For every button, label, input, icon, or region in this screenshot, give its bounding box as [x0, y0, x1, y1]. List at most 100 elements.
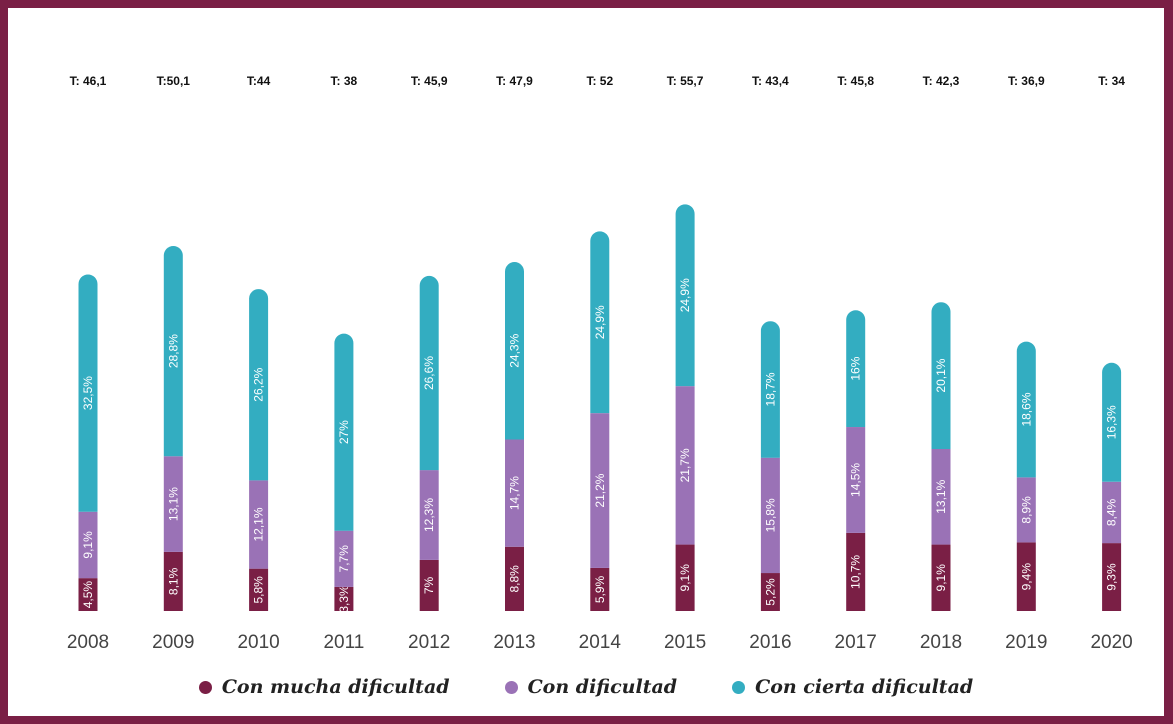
bar-value-label: 8,8% [508, 565, 522, 593]
x-tick-label: 2017 [835, 632, 877, 653]
bar-value-label: 13,1% [166, 487, 180, 521]
x-tick-label: 2008 [67, 632, 109, 653]
bar-value-label: 7,7% [337, 545, 351, 573]
x-tick-label: 2009 [152, 632, 194, 653]
bar-value-label: 16,3% [1105, 405, 1119, 439]
bar-value-label: 9,1% [678, 564, 692, 592]
bar-segment [78, 511, 98, 579]
bar-segment [590, 567, 610, 611]
legend-item-mucha: Con mucha dificultad [198, 676, 450, 698]
total-label: T:44 [247, 74, 271, 88]
bar-value-label: 20,1% [934, 358, 948, 392]
bar-segment [675, 544, 695, 611]
bar-segment [334, 586, 354, 611]
bar-segment [1016, 341, 1036, 478]
bar-segment [419, 470, 439, 560]
bar-segment [931, 448, 951, 545]
chart-frame: 4,5% 9,1% 32,5% T: 46,1 2008 8,1% 13,1% 28,8% T:… [8, 8, 1164, 716]
total-label: T: 45,9 [411, 74, 448, 88]
bar-value-label: 18,7% [763, 372, 777, 406]
total-label: T: 38 [331, 74, 358, 88]
bar-value-label: 8,1% [166, 567, 180, 595]
bar-value-label: 5,9% [593, 575, 607, 603]
total-label: T: 52 [586, 74, 613, 88]
bar-segment [163, 551, 183, 611]
bar-segment [846, 532, 866, 611]
x-tick-label: 2010 [237, 632, 279, 653]
bar-segment [163, 456, 183, 552]
bar-segment [419, 559, 439, 611]
bar-value-label: 21,2% [593, 473, 607, 507]
bar-value-label: 16% [849, 356, 863, 380]
bar-segment [1102, 362, 1122, 482]
total-label: T: 55,7 [667, 74, 704, 88]
bar-value-label: 18,6% [1019, 392, 1033, 426]
total-label: T: 47,9 [496, 74, 533, 88]
total-label: T: 43,4 [752, 74, 789, 88]
bar-value-label: 32,5% [81, 376, 95, 410]
bar-value-label: 9,1% [934, 564, 948, 592]
legend-swatch-dificultad [504, 680, 518, 694]
bar-value-label: 21,7% [678, 448, 692, 482]
legend-item-dificultad: Con dificultad [504, 676, 677, 698]
bar-value-label: 7% [422, 576, 436, 594]
bar-value-label: 3,3% [337, 585, 351, 613]
bar-segment [505, 262, 524, 440]
legend-label-cierta: Con cierta dificultad [755, 676, 974, 698]
total-label: T: 42,3 [923, 74, 960, 88]
x-tick-label: 2020 [1090, 632, 1132, 653]
x-tick-label: 2011 [323, 632, 364, 653]
total-label: T: 46,1 [70, 74, 107, 88]
bar-segment [590, 231, 610, 414]
legend-swatch-mucha [198, 680, 212, 694]
bar-segment [846, 310, 866, 428]
bar-value-label: 10,7% [849, 555, 863, 589]
bar-value-label: 26,2% [252, 367, 266, 401]
bar-segment [419, 275, 439, 471]
x-tick-label: 2012 [408, 632, 450, 653]
x-tick-label: 2015 [664, 632, 706, 653]
bar-segment [675, 204, 695, 387]
bar-value-label: 15,8% [763, 498, 777, 532]
bar-value-label: 8,4% [1105, 498, 1119, 526]
bar-segment [760, 573, 780, 611]
bar-value-label: 12,3% [422, 498, 436, 532]
bar-segment [249, 568, 269, 611]
bar-segment [78, 274, 98, 512]
bar-value-label: 24,3% [508, 333, 522, 367]
x-tick-label: 2018 [920, 632, 962, 653]
bar-segment [931, 544, 951, 611]
bar-segment [334, 530, 354, 587]
legend-label-mucha: Con mucha dificultad [221, 676, 450, 698]
bar-value-label: 5,8% [252, 576, 266, 604]
x-tick-label: 2014 [579, 632, 622, 653]
bar-value-label: 28,8% [166, 334, 180, 368]
stacked-bar-chart: 4,5% 9,1% 32,5% T: 46,1 2008 8,1% 13,1% 28,8% T:… [67, 74, 1133, 653]
bar-segment [760, 457, 780, 574]
bar-segment [334, 333, 354, 531]
bar-segment [249, 289, 269, 481]
total-label: T: 45,8 [837, 74, 874, 88]
bar-value-label: 24,9% [593, 305, 607, 339]
bar-segment [1102, 543, 1122, 611]
bar-value-label: 27% [337, 420, 351, 444]
bar-segment [505, 439, 524, 547]
x-tick-label: 2019 [1005, 632, 1047, 653]
bar-segment [931, 302, 951, 449]
bar-segment [505, 546, 524, 611]
bar-segment [760, 321, 780, 458]
bar-value-label: 14,7% [508, 476, 522, 510]
bar-segment [78, 578, 98, 611]
bar-segment [1102, 481, 1122, 544]
total-label: T: 36,9 [1008, 74, 1045, 88]
bar-value-label: 24,9% [678, 278, 692, 312]
legend: Con mucha dificultad Con dificultad Con … [8, 676, 1164, 698]
bar-segment [846, 427, 866, 533]
x-tick-label: 2016 [749, 632, 791, 653]
bar-value-label: 9,1% [81, 531, 95, 559]
total-label: T: 34 [1098, 74, 1125, 88]
bar-value-label: 4,5% [81, 581, 95, 609]
bar-segment [1016, 477, 1036, 543]
bar-value-label: 9,4% [1019, 563, 1033, 591]
x-tick-label: 2013 [493, 632, 535, 653]
